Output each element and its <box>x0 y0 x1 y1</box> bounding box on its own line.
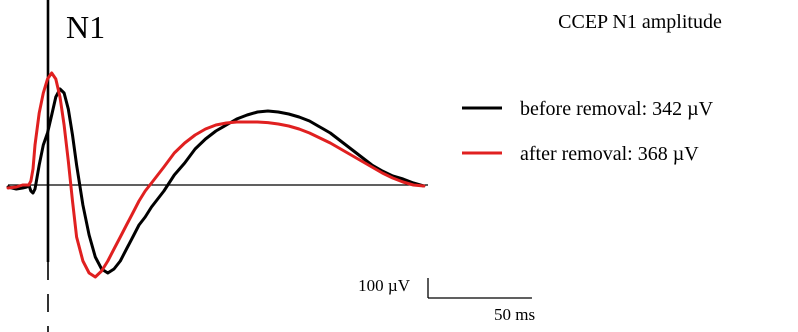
legend-label-before-removal: before removal: 342 µV <box>520 98 714 120</box>
series-line-before-removal <box>6 87 426 275</box>
scale-bar-amplitude-label: 100 µV <box>358 276 411 295</box>
legend-label-after-removal: after removal: 368 µV <box>520 143 699 165</box>
series-line-after-removal <box>6 71 426 279</box>
scale-bar-time-label: 50 ms <box>494 305 535 324</box>
scale-bar: 100 µV 50 ms <box>358 276 535 324</box>
peak-label: N1 <box>66 9 105 45</box>
chart-title: CCEP N1 amplitude <box>558 11 722 33</box>
legend: before removal: 342 µV after removal: 36… <box>462 98 714 165</box>
